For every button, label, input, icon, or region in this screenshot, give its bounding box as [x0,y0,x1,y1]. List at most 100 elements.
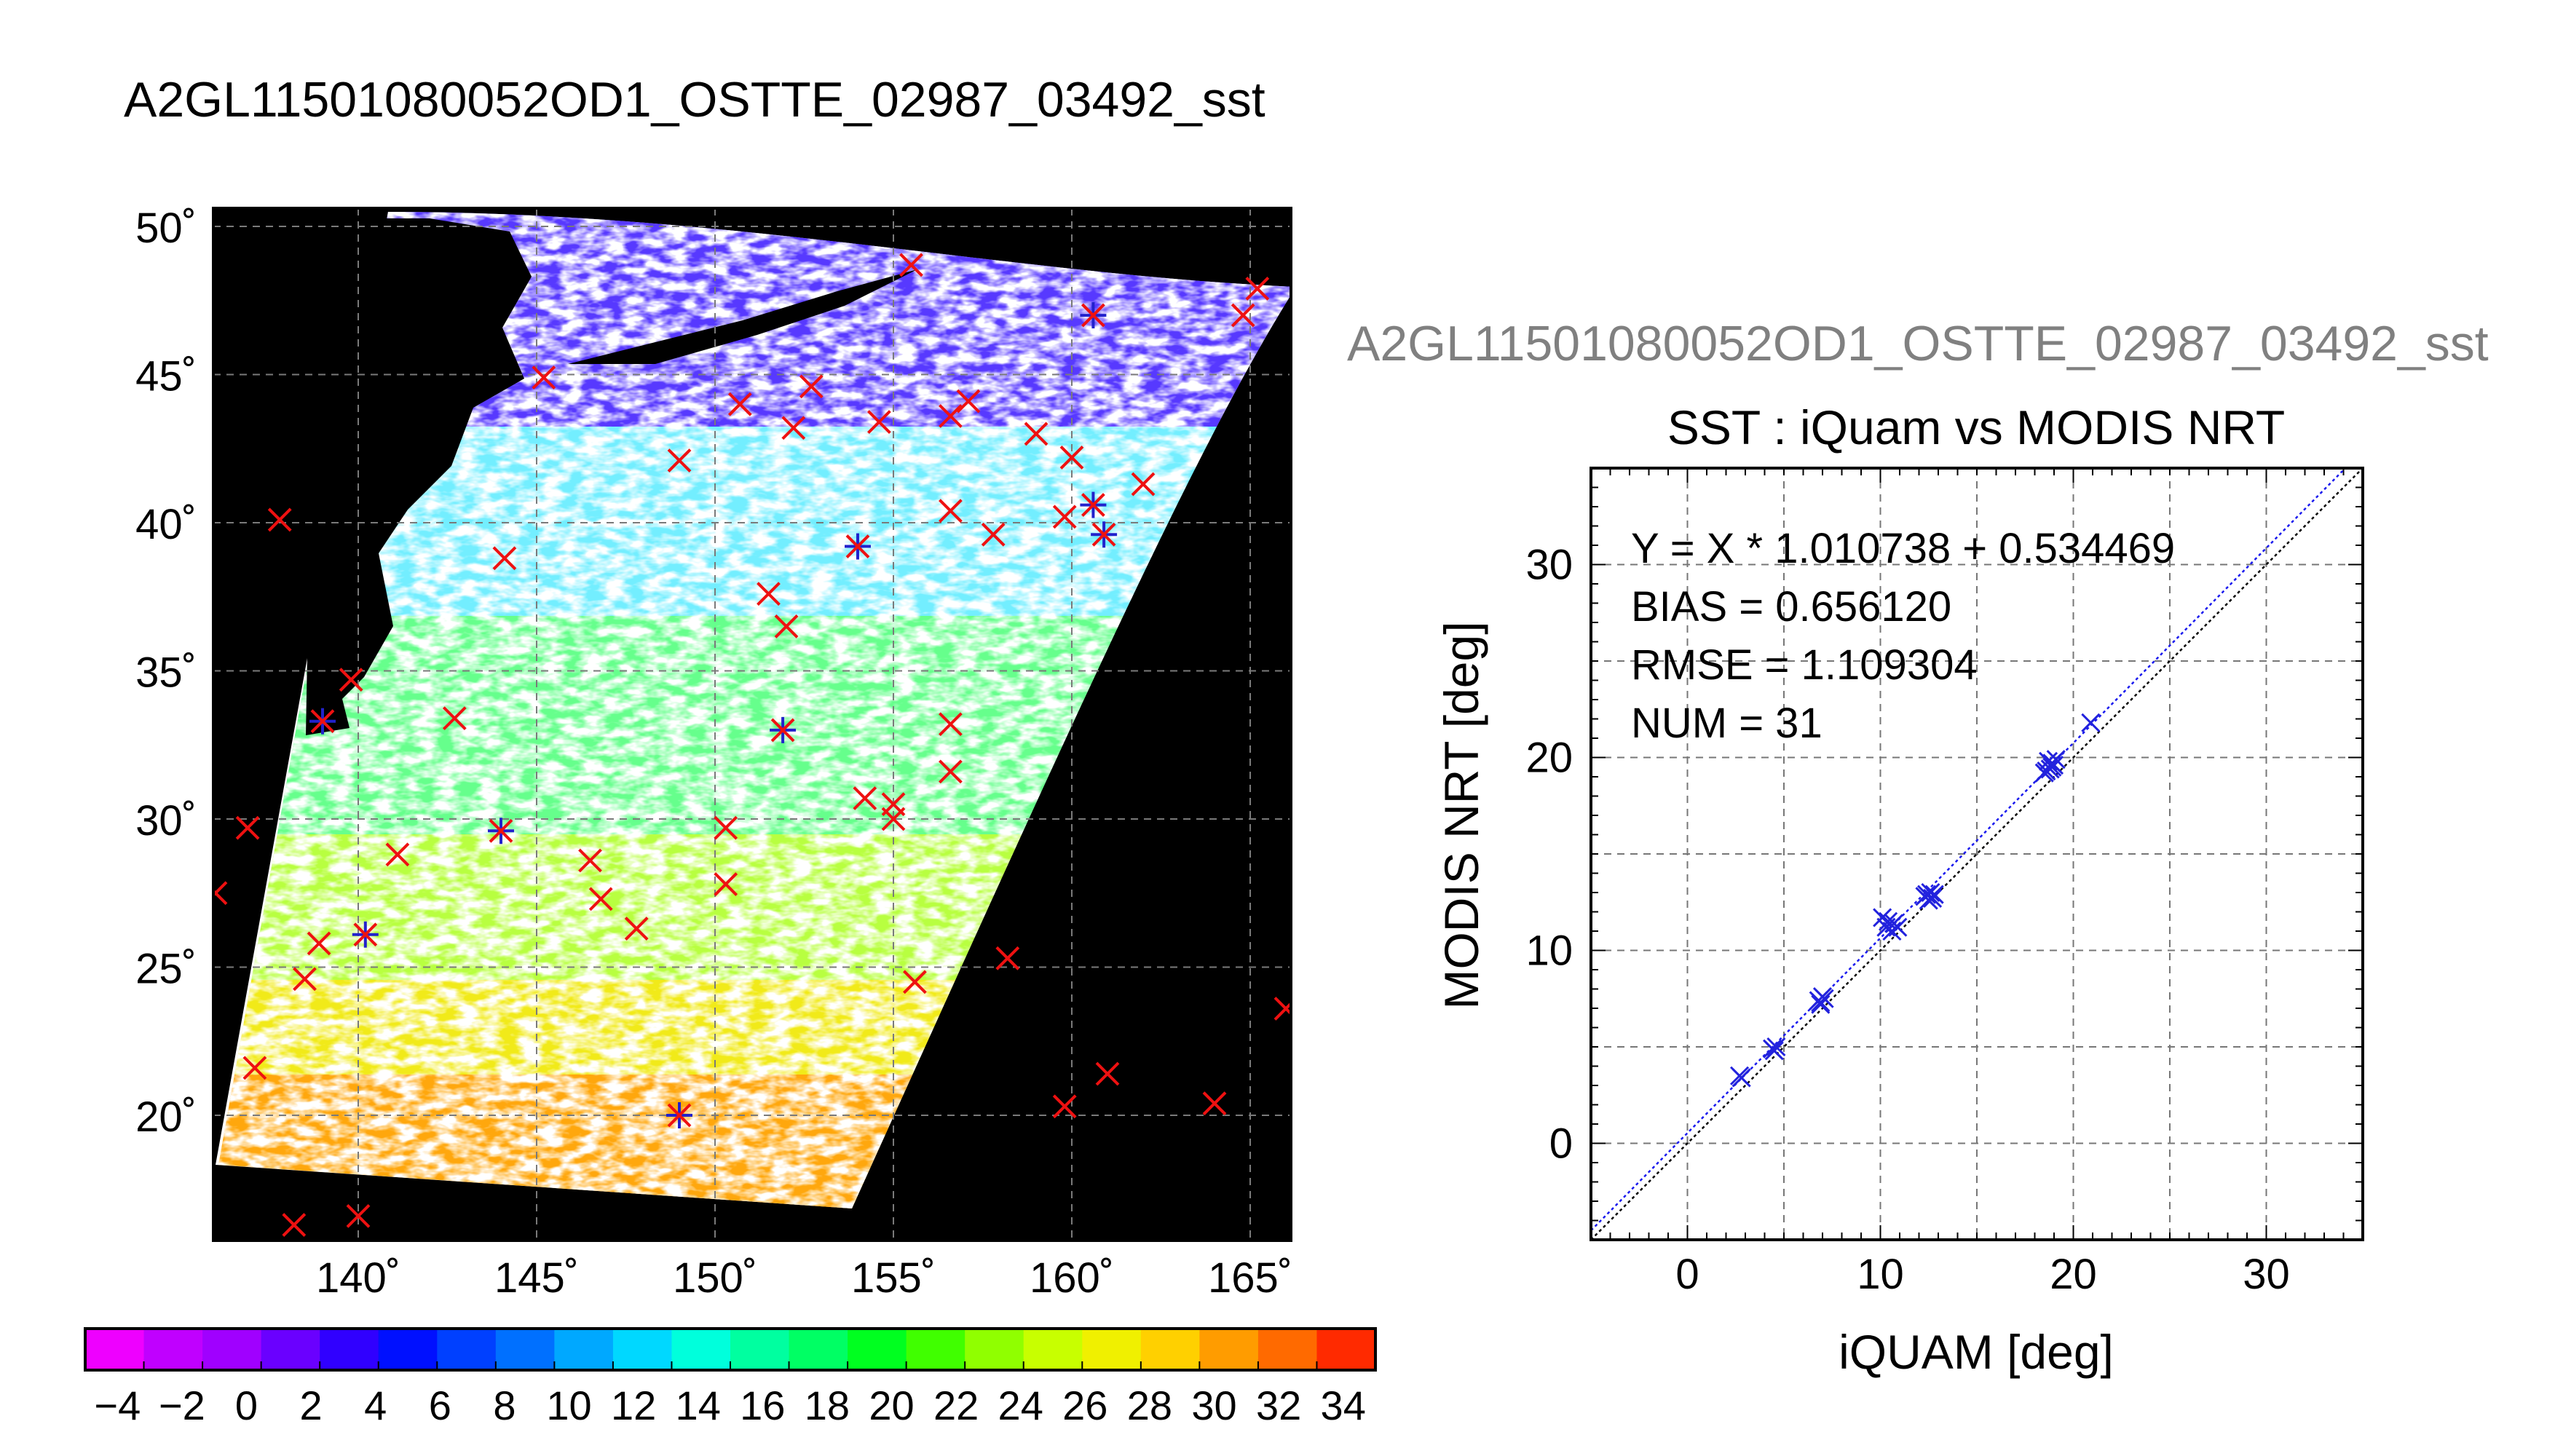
map-marker-red-x [899,253,923,277]
colorbar-segment [495,1329,555,1370]
lon-tick-label: 155˚ [851,1254,936,1302]
land-japan [306,218,532,735]
colorbar-segment [1316,1329,1376,1370]
scatter-y-tick-label: 10 [1525,927,1573,975]
scatter-point [1879,911,1898,931]
colorbar-tick-label: −2 [159,1382,205,1428]
fit-line [1590,467,2347,1232]
scatter-stat-line: Y = X * 1.010738 + 0.534469 [1631,525,2175,572]
lon-tick-label: 140˚ [316,1254,400,1302]
map-marker-red-x [1245,277,1270,301]
map-marker-red-x [624,917,649,941]
scatter-point [1921,882,1940,903]
scatter-file-label: A2GL11501080052OD1_OSTTE_02987_03492_sst [1347,316,2489,371]
colorbar-tick-label: 16 [740,1382,785,1428]
map-marker-red-x [532,365,556,389]
lat-tick-label: 25˚ [135,946,197,993]
scatter-x-label: iQUAM [deg] [1839,1325,2114,1379]
colorbar-tick-label: 26 [1062,1382,1107,1428]
lon-tick-label: 145˚ [494,1254,579,1302]
map-marker-red-x [282,1213,307,1238]
map-marker-red-x [667,448,692,472]
map-marker-matched [1080,302,1107,329]
map-frame [212,207,1292,1242]
scatter-stat-line: BIAS = 0.656120 [1631,583,1951,630]
map-marker-matched [352,921,379,948]
scatter-point [1764,1041,1784,1061]
lat-tick-label: 35˚ [135,649,197,697]
map-marker-red-x [853,786,877,810]
colorbar-segment [789,1329,848,1370]
colorbar-segment [671,1329,731,1370]
map-marker-red-x [1024,422,1049,446]
map-marker-red-x [492,546,517,571]
colorbar-tick-label: 30 [1191,1382,1236,1428]
map-markers [213,253,1291,1238]
scatter-y-tick-label: 20 [1525,735,1573,782]
scatter-frame [1590,467,2364,1241]
scatter-point [1811,992,1831,1013]
map-marker-matched [770,716,797,743]
colorbar-segment [554,1329,614,1370]
map-marker-red-x [757,582,781,606]
colorbar-tick-label: 14 [676,1382,721,1428]
colorbar-segment [730,1329,790,1370]
map-marker-matched [666,1102,692,1128]
colorbar-tick-label: 18 [805,1382,850,1428]
scatter-point [2081,713,2101,732]
main-title: A2GL11501080052OD1_OSTTE_02987_03492_sst [124,72,1265,127]
map-marker-red-x [938,759,963,784]
map-marker-matched [1091,521,1118,548]
map-marker-red-x [1131,472,1156,496]
colorbar-segment [437,1329,497,1370]
map-marker-matched [845,533,871,560]
map-marker-red-x [588,887,613,911]
colorbar-segment [1023,1329,1083,1370]
map-grid [213,208,1291,1241]
scatter-title: SST : iQuam vs MODIS NRT [1667,400,2285,454]
scatter-point [1917,885,1937,904]
scatter-y-tick-label: 0 [1549,1120,1573,1168]
colorbar-tick-label: 6 [429,1382,451,1428]
colorbar-segment [320,1329,379,1370]
lat-tick-label: 20˚ [135,1093,197,1141]
map-marker-red-x [981,522,1006,547]
colorbar-tick-label: 28 [1127,1382,1172,1428]
map-marker-red-x [995,946,1020,970]
colorbar-segment [1082,1329,1142,1370]
map-marker-red-x [213,881,228,906]
map-marker-red-x [881,807,906,831]
map-marker-red-x [267,507,292,532]
colorbar-segment [85,1329,145,1370]
colorbar: −4 −2 0 2 4 6 8 10 12 14 16 18 20 22 24 26 28 30 32 34 [84,1327,1377,1428]
lat-tick-label: 45˚ [135,353,197,400]
colorbar-tick-label: 20 [869,1382,914,1428]
colorbar-tick-label: 22 [933,1382,979,1428]
colorbar-segment [143,1329,203,1370]
map-marker-red-x [339,668,363,692]
map-marker-matched [309,708,336,735]
colorbar-segment [261,1329,320,1370]
colorbar-segment [1140,1329,1200,1370]
colorbar-segment [965,1329,1024,1370]
map-lat-ticks: 50˚ 45˚ 40˚ 35˚ 30˚ 25˚ 20˚ [135,205,197,1141]
map-marker-red-x [866,410,891,435]
map-marker-red-x [1273,997,1291,1021]
map-marker-red-x [578,848,602,873]
map-marker-red-x [956,389,981,414]
map-marker-red-x [799,374,824,399]
lat-tick-label: 30˚ [135,797,197,844]
colorbar-segment [378,1329,438,1370]
scatter-point [1766,1037,1786,1057]
map-marker-red-x [1052,1094,1077,1119]
colorbar-tick-label: 10 [546,1382,591,1428]
colorbar-tick-label: 34 [1321,1382,1366,1428]
map-marker-matched [1080,491,1107,518]
map-marker-red-x [727,392,752,416]
colorbar-tick-label: −4 [94,1382,141,1428]
map-marker-red-x [1059,446,1084,470]
lon-tick-label: 160˚ [1030,1254,1114,1302]
colorbar-tick-label: 0 [235,1382,258,1428]
colorbar-segment [1199,1329,1259,1370]
